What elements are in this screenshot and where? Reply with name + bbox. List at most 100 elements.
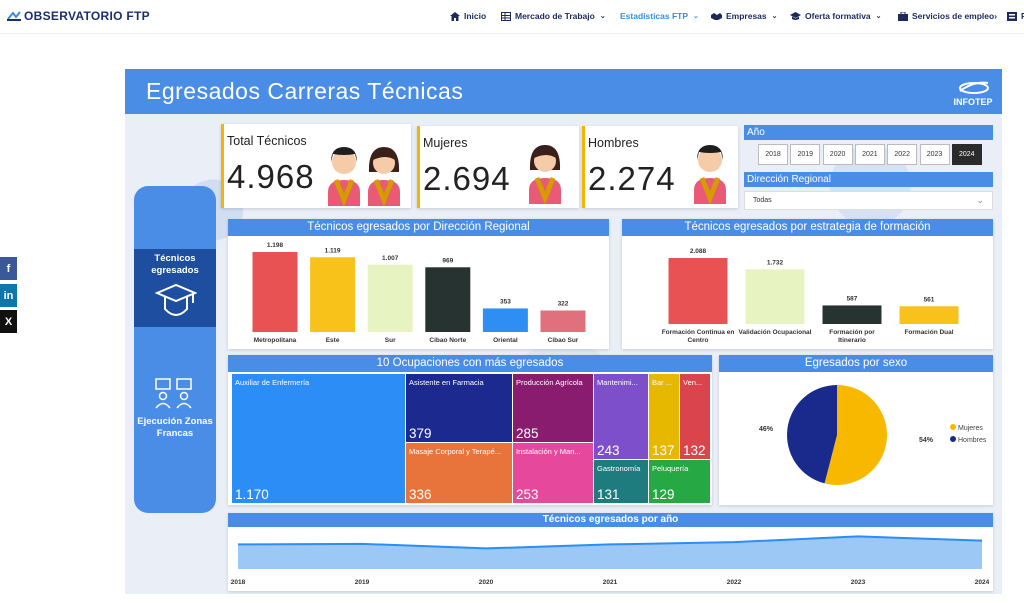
x-tick-label: 2023 <box>851 579 866 586</box>
year-button-2018[interactable]: 2018 <box>758 144 788 165</box>
kpi-total-label: Total Técnicos <box>227 134 307 148</box>
kpi-mujeres-value: 2.694 <box>423 160 511 197</box>
treemap-cell-value: 285 <box>516 426 539 441</box>
graduation-cap-icon <box>155 283 197 316</box>
bar[interactable] <box>367 264 413 332</box>
kpi-card-mujeres: Mujeres 2.694 <box>417 126 579 208</box>
bar-value-label: 2.088 <box>690 248 707 255</box>
x-tick-label: 2019 <box>355 579 370 586</box>
bar-value-label: 587 <box>847 295 858 302</box>
kpi-mujeres-label: Mujeres <box>423 136 468 150</box>
treemap-cell[interactable]: Masaje Corporal y Terapé... 336 <box>406 443 512 503</box>
year-button-2020[interactable]: 2020 <box>822 144 853 165</box>
chart-strategy-title: Técnicos egresados por estrategia de for… <box>622 219 993 236</box>
chart-sex-panel: Egresados por sexo 54% 46% Mujeres Hombres <box>719 355 993 505</box>
kpi-hombres-value: 2.274 <box>588 160 676 197</box>
chevron-down-icon: ⌄ <box>599 13 606 20</box>
bar[interactable] <box>540 310 586 332</box>
site-logo[interactable]: OBSERVATORIO FTP <box>7 9 150 23</box>
legend-marker <box>950 436 956 442</box>
x-tick-label: 2018 <box>231 579 246 586</box>
occupations-treemap: Auxiliar de Enfermería 1.170 Asistente en … <box>232 374 710 503</box>
legend-marker <box>950 424 956 430</box>
nav-inicio[interactable]: Inicio <box>450 11 486 21</box>
bar[interactable] <box>822 305 882 324</box>
category-label: Cibao Sur <box>548 337 579 344</box>
bar-value-label: 1.119 <box>325 247 341 254</box>
bar[interactable] <box>482 308 528 332</box>
treemap-cell[interactable]: Peluquería 129 <box>649 460 710 503</box>
bar[interactable] <box>745 269 805 324</box>
nav-servicios-de-empleo[interactable]: Servicios de empleo› <box>898 11 997 21</box>
nav-servicios-label: Servicios de empleo› <box>912 11 998 21</box>
nav-oferta-formativa[interactable]: Oferta formativa ⌄ <box>790 11 882 21</box>
treemap-cell-value: 137 <box>652 443 675 458</box>
kpi-hombres-label: Hombres <box>588 136 639 150</box>
document-icon <box>1007 11 1017 21</box>
facebook-icon: f <box>6 262 11 275</box>
x-share-button[interactable]: X <box>0 310 17 333</box>
x-tick-label: 2021 <box>603 579 618 586</box>
nav-more-label: P <box>1021 11 1024 21</box>
area-fill <box>238 536 982 569</box>
treemap-cell-name: Auxiliar de Enfermería <box>235 378 310 387</box>
year-button-2023[interactable]: 2023 <box>919 144 950 165</box>
sidebar-item-tecnicos-label: Técnicos egresados <box>151 253 199 276</box>
handshake-icon <box>711 13 722 20</box>
treemap-cell[interactable]: Bar ... 137 <box>649 374 679 459</box>
treemap-cell[interactable]: Ven... 132 <box>680 374 710 459</box>
chart-sex-svg: 54% 46% Mujeres Hombres <box>759 385 987 485</box>
category-label: Itinerario <box>838 337 866 344</box>
treemap-cell[interactable]: Asistente en Farmacia 379 <box>406 374 512 442</box>
treemap-cell-value: 243 <box>597 443 620 458</box>
treemap-cell-value: 253 <box>516 487 539 502</box>
nav-estadisticas-ftp[interactable]: Estadísticas FTP ⌄ <box>620 11 699 21</box>
treemap-cell[interactable]: Auxiliar de Enfermería 1.170 <box>232 374 405 503</box>
category-label: Formación por <box>829 329 875 336</box>
sidebar-item-ejecucion-label[interactable]: Ejecución Zonas Francas <box>137 416 213 439</box>
category-label: Sur <box>385 337 396 344</box>
bar[interactable] <box>310 257 356 332</box>
bar[interactable] <box>899 306 959 324</box>
treemap-cell-value: 336 <box>409 487 432 502</box>
category-label: Validación Ocupacional <box>739 329 812 336</box>
year-button-2024[interactable]: 2024 <box>951 144 982 165</box>
bar-value-label: 1.732 <box>767 259 784 266</box>
bar[interactable] <box>668 258 728 324</box>
bar[interactable] <box>252 252 298 332</box>
bar[interactable] <box>425 267 471 332</box>
graduation-cap-icon <box>790 11 801 20</box>
kpi-accent-bar <box>417 126 420 208</box>
treemap-cell[interactable]: Gastronomía 131 <box>594 460 648 503</box>
nav-more[interactable]: P <box>1007 11 1024 21</box>
male-graduate-icon <box>694 145 726 204</box>
treemap-cell-value: 379 <box>409 426 432 441</box>
chart-region-svg: 1.198 Metropolitana 1.119 Este 1.007 Sur 969 Ci… <box>252 242 586 344</box>
chart-years-svg: 2018 2019 2020 2021 2022 2023 2024 <box>231 535 990 586</box>
linkedin-share-button[interactable]: in <box>0 284 17 307</box>
facebook-share-button[interactable]: f <box>0 257 17 280</box>
kpi-card-hombres: Hombres 2.274 <box>582 126 738 208</box>
treemap-cell[interactable]: Mantenimi... 243 <box>594 374 648 459</box>
year-button-2019[interactable]: 2019 <box>790 144 821 165</box>
kpi-accent-bar <box>582 126 585 208</box>
treemap-cell-name: Ven... <box>683 378 703 387</box>
x-tick-label: 2020 <box>479 579 494 586</box>
legend-label: Mujeres <box>958 425 983 432</box>
category-label: Centro <box>688 337 709 344</box>
treemap-cell-name: Instalación y Man... <box>516 447 581 456</box>
chevron-down-icon: ⌄ <box>693 13 699 20</box>
pie-slice[interactable] <box>787 385 837 484</box>
bar-value-label: 322 <box>558 300 569 307</box>
treemap-cell[interactable]: Instalación y Man... 253 <box>513 443 593 503</box>
treemap-cell[interactable]: Producción Agrícola 285 <box>513 374 593 442</box>
pie-slice[interactable] <box>824 385 887 485</box>
chart-sex-title: Egresados por sexo <box>719 355 993 372</box>
year-button-2022[interactable]: 2022 <box>887 144 918 165</box>
category-label: Oriental <box>493 337 518 344</box>
nav-mercado-de-trabajo[interactable]: Mercado de Trabajo ⌄ <box>501 11 606 21</box>
nav-empresas[interactable]: Empresas ⌄ <box>711 11 778 21</box>
region-dropdown[interactable]: Todas ⌄ <box>744 191 993 210</box>
home-icon <box>450 11 460 21</box>
year-button-2021[interactable]: 2021 <box>854 144 885 165</box>
